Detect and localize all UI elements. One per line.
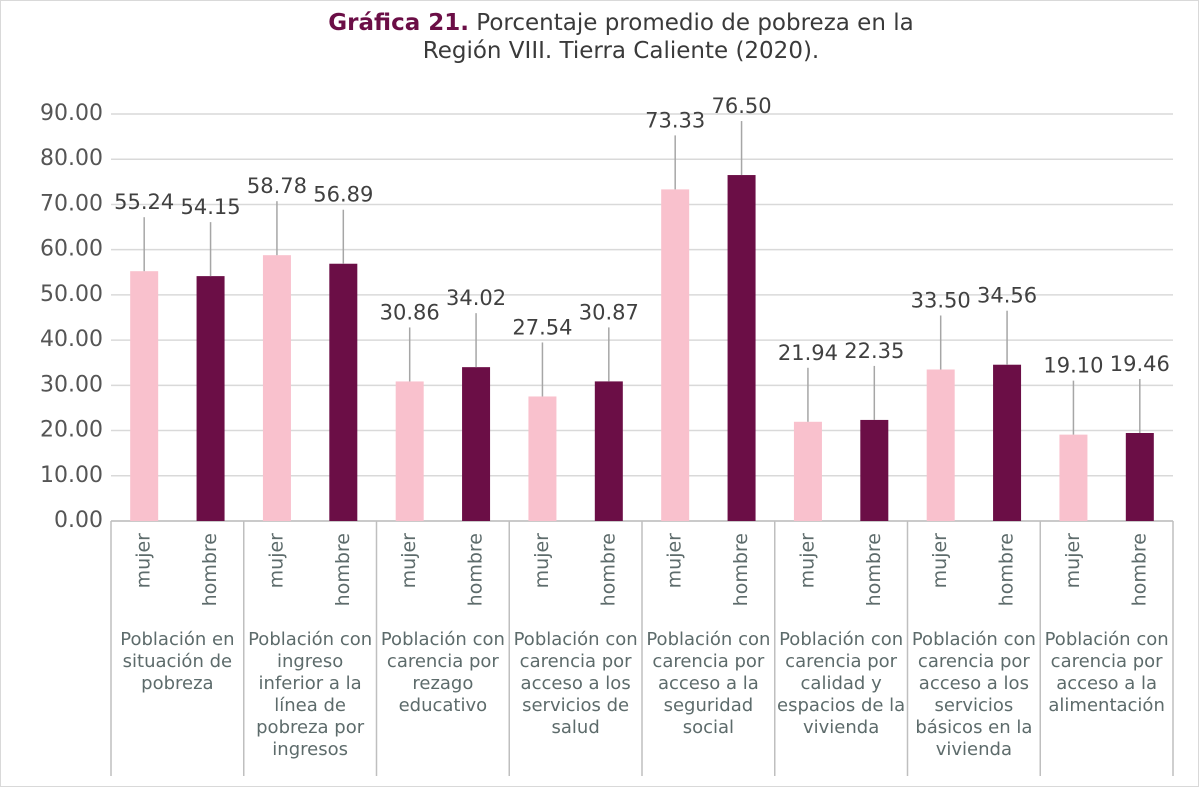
x-tick-label: mujer	[531, 533, 553, 589]
group-label: Población con carencia por acceso a la a…	[1044, 629, 1169, 716]
value-label: 22.35	[844, 339, 904, 363]
bar	[395, 381, 424, 521]
x-tick-label: mujer	[265, 533, 287, 589]
x-tick-label: mujer	[664, 533, 686, 589]
x-tick-label: hombre	[1128, 533, 1150, 606]
y-tick-label: 60.00	[40, 237, 103, 262]
value-label: 34.02	[446, 286, 506, 310]
y-tick-label: 80.00	[40, 146, 103, 171]
y-tick-label: 20.00	[40, 418, 103, 443]
x-tick-label: hombre	[597, 533, 619, 606]
value-label: 76.50	[712, 94, 772, 118]
bar	[1059, 434, 1088, 521]
bar	[727, 175, 756, 522]
y-tick-label: 10.00	[40, 463, 103, 488]
value-label: 30.86	[380, 300, 440, 324]
group-label: Población con carencia por acceso a la s…	[646, 629, 771, 738]
x-tick-label: mujer	[796, 533, 818, 589]
x-tick-label: mujer	[1062, 533, 1084, 589]
value-label: 21.94	[778, 341, 838, 365]
bar	[860, 419, 889, 521]
bar	[130, 271, 159, 521]
y-tick-label: 30.00	[40, 372, 103, 397]
bar	[196, 276, 225, 521]
value-label: 33.50	[911, 289, 971, 313]
bar	[462, 367, 491, 521]
value-label: 58.78	[247, 174, 307, 198]
x-tick-label: hombre	[863, 533, 885, 606]
x-tick-label: hombre	[996, 533, 1018, 606]
y-tick-label: 0.00	[54, 508, 103, 533]
x-tick-label: hombre	[199, 533, 221, 606]
group-label: Población con carencia por acceso a los …	[513, 629, 638, 738]
bar	[528, 396, 557, 521]
value-label: 34.56	[977, 284, 1037, 308]
x-tick-label: mujer	[929, 533, 951, 589]
group-label: Población en situación de pobreza	[120, 629, 235, 694]
title-text: Porcentaje promedio de pobreza en la Reg…	[422, 10, 914, 64]
chart-title: Gráfica 21. Porcentaje promedio de pobre…	[301, 9, 941, 65]
y-tick-label: 70.00	[40, 191, 103, 216]
bar	[793, 421, 822, 521]
group-label: Población con carencia por acceso a los …	[911, 629, 1036, 760]
group-label: Población con ingreso inferior a la líne…	[248, 629, 373, 760]
group-label: Población con carencia por calidad y esp…	[777, 629, 906, 738]
x-tick-label: mujer	[398, 533, 420, 589]
bar	[661, 189, 690, 521]
value-label: 19.46	[1110, 352, 1170, 376]
y-tick-label: 40.00	[40, 327, 103, 352]
title-label: Gráfica 21.	[328, 10, 469, 36]
value-label: 55.24	[114, 190, 174, 214]
y-tick-label: 90.00	[40, 101, 103, 126]
group-label: Población con carencia por rezago educat…	[380, 629, 505, 716]
bar	[594, 381, 623, 521]
value-label: 27.54	[512, 315, 572, 339]
bar	[926, 369, 955, 521]
value-label: 54.15	[181, 195, 241, 219]
bar	[329, 263, 358, 521]
x-tick-label: hombre	[465, 533, 487, 606]
x-tick-label: hombre	[730, 533, 752, 606]
bar	[993, 364, 1022, 521]
value-label: 73.33	[645, 108, 705, 132]
value-label: 19.10	[1043, 354, 1103, 378]
x-tick-label: hombre	[332, 533, 354, 606]
value-label: 30.87	[579, 300, 639, 324]
y-tick-label: 50.00	[40, 282, 103, 307]
value-label: 56.89	[313, 183, 373, 207]
bar	[262, 255, 291, 521]
bar	[1125, 432, 1154, 521]
x-tick-label: mujer	[133, 533, 155, 589]
